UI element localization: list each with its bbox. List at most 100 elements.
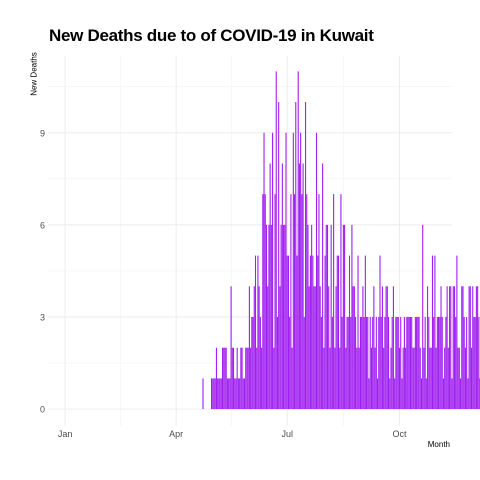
bar [475, 286, 477, 410]
bar [391, 317, 393, 410]
bar [301, 194, 303, 410]
bar [232, 347, 235, 410]
bar [230, 286, 232, 410]
bar [304, 102, 307, 410]
x-tick-labels: Jan Apr Jul Oct [58, 429, 407, 439]
bar [275, 71, 277, 410]
bar [474, 317, 476, 410]
y-tick-label: 0 [40, 405, 45, 415]
bar [406, 317, 408, 410]
bar [252, 317, 254, 410]
y-tick-labels: 0 3 6 9 [40, 128, 45, 414]
bar [407, 317, 409, 410]
bar [346, 317, 348, 410]
bar [202, 378, 204, 410]
bar [333, 194, 335, 410]
bar [308, 286, 310, 410]
bar-series [202, 71, 480, 410]
bar [428, 317, 430, 410]
bar [287, 255, 289, 410]
bar [473, 317, 475, 410]
bar [427, 286, 429, 410]
bar [368, 378, 370, 410]
bar [345, 347, 347, 410]
bar [251, 317, 253, 410]
bar [402, 347, 404, 410]
bar [248, 286, 250, 410]
bar [273, 347, 275, 410]
bar [221, 347, 224, 410]
bar [322, 163, 324, 410]
bar [387, 317, 390, 410]
bar [463, 317, 465, 410]
bar [315, 132, 318, 410]
bar [355, 317, 357, 410]
bar [276, 317, 279, 410]
bar [401, 378, 403, 410]
bar [425, 378, 427, 410]
bar [229, 378, 231, 410]
bar [412, 347, 414, 410]
bar [231, 347, 233, 410]
bar [236, 347, 238, 410]
bar [217, 378, 219, 410]
bar [414, 317, 416, 410]
bar [363, 317, 365, 410]
bar [429, 347, 431, 410]
bar [395, 317, 397, 410]
bar [417, 317, 419, 410]
bar [449, 286, 451, 410]
bar [369, 317, 371, 410]
bar [270, 224, 272, 410]
bar [456, 255, 458, 410]
bar [344, 224, 346, 410]
bar [237, 378, 239, 410]
bar [312, 255, 314, 410]
bar [228, 378, 230, 410]
bar [219, 378, 221, 410]
bar [370, 347, 372, 410]
bar [438, 317, 440, 410]
bar [366, 317, 368, 410]
bar [367, 317, 369, 410]
bar [440, 286, 442, 410]
bar [409, 317, 412, 410]
bar [250, 347, 252, 410]
bar [259, 317, 261, 410]
bar [408, 317, 410, 410]
bar [278, 102, 280, 410]
bar [392, 286, 394, 410]
bar [318, 194, 320, 410]
bar [286, 255, 288, 410]
bar [311, 224, 313, 410]
bar [335, 286, 337, 410]
bar [213, 378, 215, 410]
bar [348, 255, 351, 410]
bar [386, 286, 388, 410]
bar [289, 317, 291, 410]
bar [309, 255, 311, 410]
bar [258, 286, 260, 410]
bar [341, 317, 343, 410]
bar [295, 102, 297, 410]
bar [453, 286, 455, 410]
bar [423, 347, 425, 410]
bar [285, 132, 287, 410]
bar [439, 317, 441, 410]
bar [300, 132, 302, 410]
bar [247, 347, 249, 410]
bar [225, 347, 227, 410]
bar [337, 255, 340, 410]
bar [350, 317, 352, 410]
bar [394, 378, 396, 410]
bar [470, 347, 473, 410]
bar [264, 194, 266, 410]
bar [442, 378, 445, 410]
bar [325, 224, 327, 410]
bar [317, 255, 319, 410]
chart-title: New Deaths due to of COVID-19 in Kuwait [49, 26, 374, 45]
bar [292, 132, 294, 410]
bar [435, 347, 437, 410]
bar [324, 255, 326, 410]
